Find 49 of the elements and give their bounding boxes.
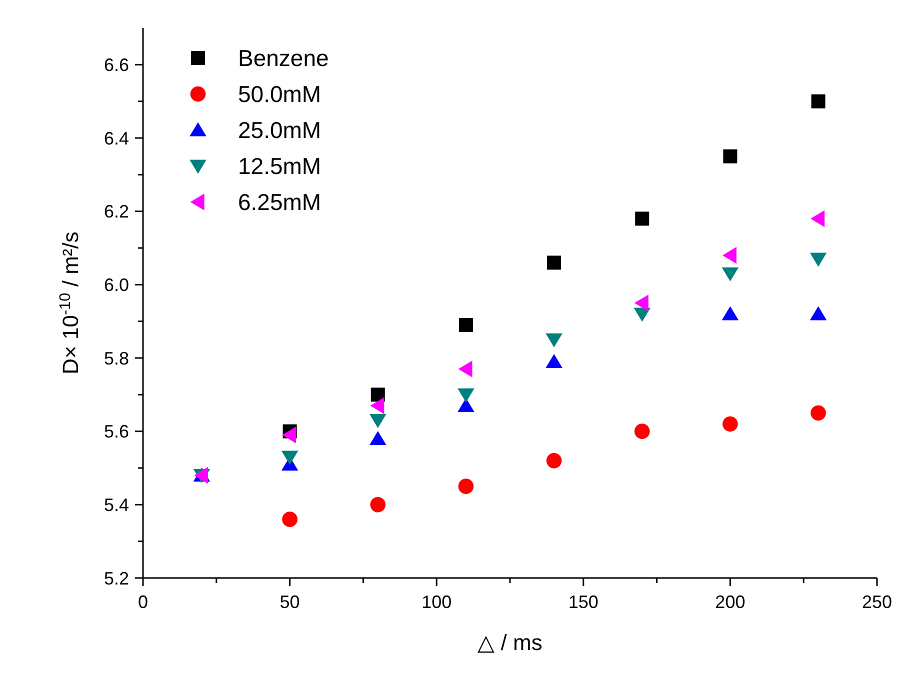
point [458, 478, 474, 494]
y-tick-label: 5.6 [104, 422, 129, 442]
legend-label: 6.25mM [238, 189, 322, 216]
point [634, 424, 650, 439]
x-tick-label: 250 [862, 592, 892, 612]
point [546, 333, 562, 348]
point [281, 450, 298, 465]
legend-label: 12.5mM [238, 153, 322, 180]
y-tick-label: 6.2 [104, 202, 129, 222]
point [810, 306, 827, 320]
y-tick-label: 5.2 [104, 568, 129, 588]
y-tick-label: 6.4 [104, 128, 129, 148]
point [282, 512, 298, 527]
y-tick-label: 5.4 [104, 494, 129, 515]
point [458, 388, 474, 402]
point [810, 405, 826, 421]
point [370, 397, 384, 414]
point [546, 354, 562, 368]
point [282, 426, 296, 444]
point [546, 453, 562, 468]
point [810, 210, 825, 228]
y-tick-label: 6.0 [104, 274, 129, 295]
point [547, 256, 562, 270]
point [458, 360, 472, 378]
x-tick-label: 100 [422, 592, 452, 612]
point [722, 416, 738, 432]
point [723, 149, 738, 164]
x-tick-label: 50 [280, 592, 300, 612]
point [810, 252, 827, 267]
legend-label: 50.0mM [238, 81, 322, 108]
x-tick-label: 150 [568, 592, 598, 612]
x-axis-title: △ / ms [478, 630, 542, 655]
point [369, 430, 386, 445]
point [369, 414, 386, 428]
x-tick-label: 0 [138, 592, 148, 612]
x-tick-label: 200 [715, 592, 746, 612]
point [722, 267, 739, 282]
point [634, 294, 648, 312]
y-tick-label: 6.6 [104, 54, 129, 75]
point [370, 388, 385, 402]
point [370, 497, 386, 512]
y-tick-label: 5.8 [104, 348, 129, 368]
point [635, 212, 650, 226]
legend-label: Benzene [238, 45, 329, 72]
point [458, 318, 473, 332]
point [722, 306, 739, 320]
point [722, 246, 736, 264]
point [811, 94, 826, 108]
legend-label: 25.0mM [238, 117, 322, 144]
